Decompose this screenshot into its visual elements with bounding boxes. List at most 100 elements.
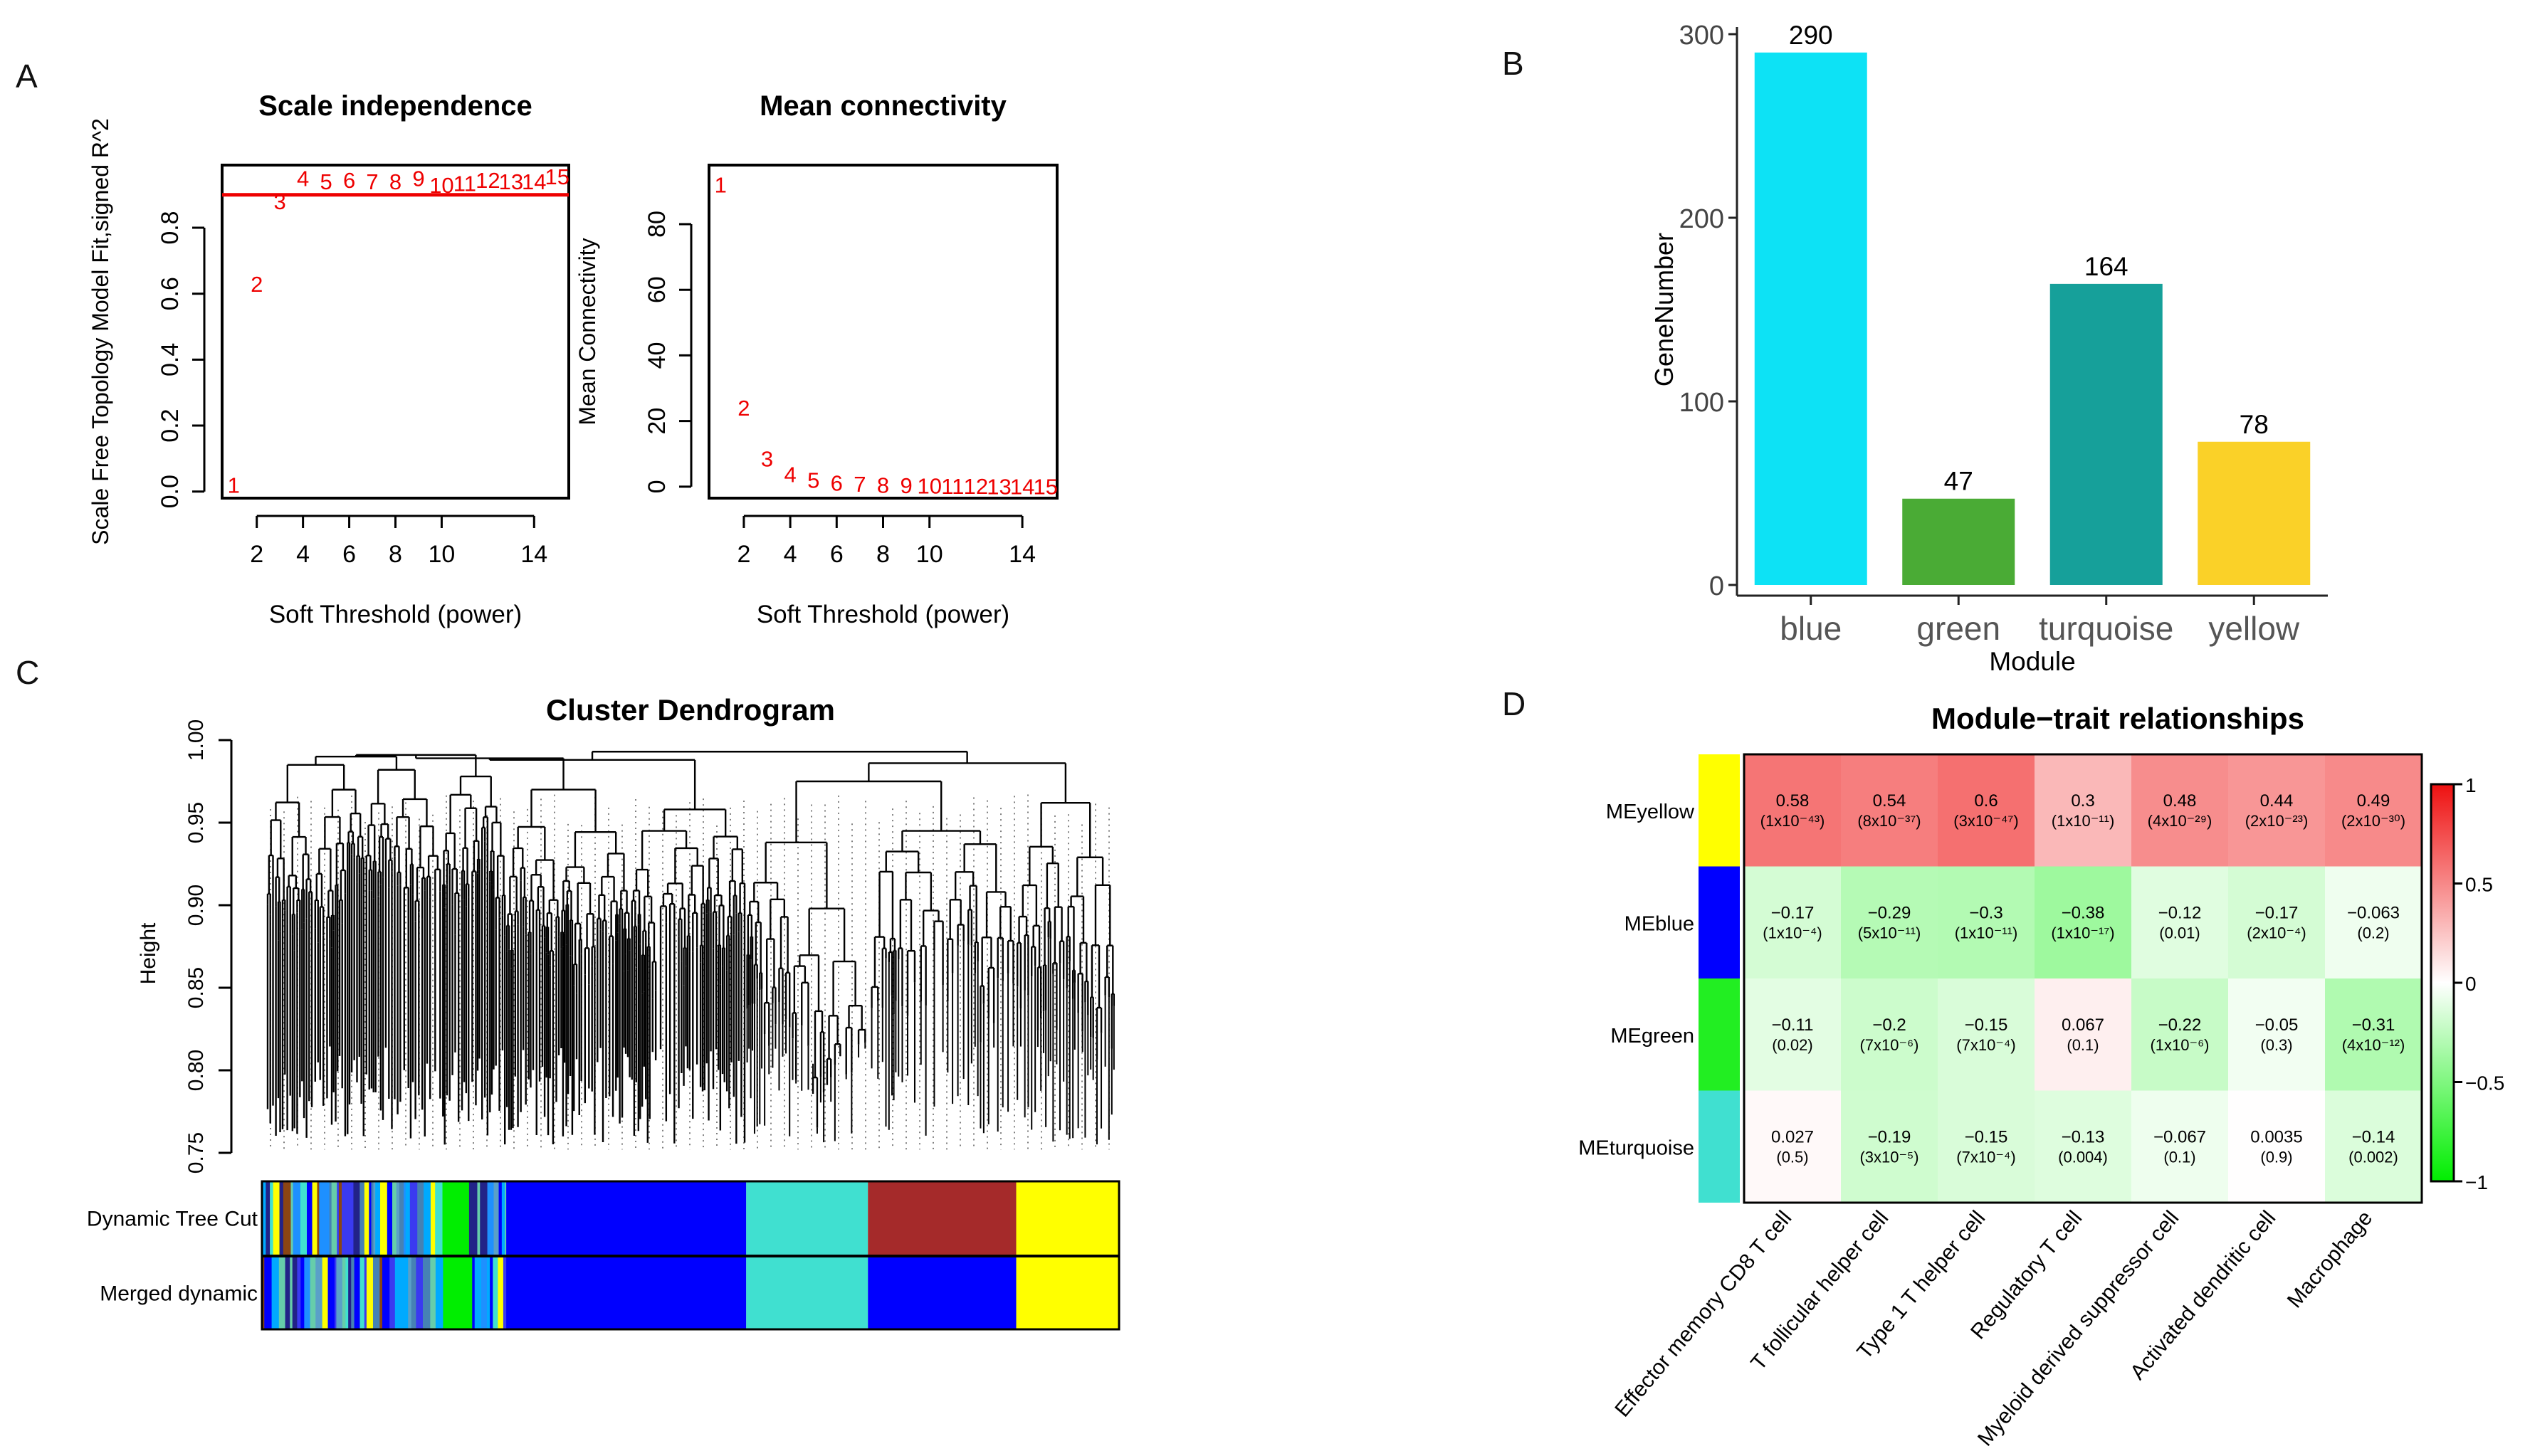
p-value: (4x10⁻¹²) xyxy=(2342,1036,2405,1054)
color-scale-bar xyxy=(2430,783,2455,1183)
module-color-stripe xyxy=(387,1181,393,1255)
heatmap-cell xyxy=(1744,754,1842,867)
power-point-label: 4 xyxy=(784,462,796,487)
module-color-swatch xyxy=(1699,1090,1740,1203)
correlation-value: −0.38 xyxy=(2062,903,2105,922)
column-label: Macrophage xyxy=(2283,1206,2377,1312)
correlation-value: −0.05 xyxy=(2255,1015,2299,1035)
module-color-stripe xyxy=(450,1256,453,1329)
row-label: MEgreen xyxy=(1610,1025,1694,1048)
module-color-block xyxy=(1016,1256,1119,1329)
power-point-label: 12 xyxy=(476,168,500,193)
x-tick-label: 8 xyxy=(876,541,890,568)
module-color-stripe xyxy=(430,1181,436,1255)
module-color-stripe xyxy=(319,1181,325,1255)
module-color-stripe xyxy=(487,1181,495,1255)
module-color-stripe xyxy=(300,1181,308,1255)
module-color-stripe xyxy=(325,1181,330,1255)
correlation-value: 0.49 xyxy=(2357,791,2390,811)
y-tick-label: 80 xyxy=(644,211,671,238)
module-color-block xyxy=(746,1256,868,1329)
heatmap-frame xyxy=(1743,753,2423,1204)
y-tick-label: 0.2 xyxy=(157,408,184,442)
power-point-label: 6 xyxy=(831,470,843,495)
scale-tick-label: −1 xyxy=(2465,1171,2488,1193)
correlation-value: −0.11 xyxy=(1772,1015,1814,1035)
heatmap-cell xyxy=(2035,754,2132,867)
module-color-stripe xyxy=(403,1181,406,1255)
heatmap-cell xyxy=(2035,866,2132,979)
y-tick-label: 200 xyxy=(1679,204,1724,234)
module-color-block xyxy=(868,1256,1017,1329)
module-color-stripe xyxy=(467,1256,473,1329)
p-value: (8x10⁻³⁷) xyxy=(1857,812,1921,830)
module-color-block xyxy=(506,1181,747,1255)
heatmap-cell xyxy=(2035,1090,2132,1203)
p-value: (0.9) xyxy=(2260,1148,2292,1166)
module-color-stripe xyxy=(456,1181,461,1255)
module-color-stripe xyxy=(389,1256,396,1329)
correlation-value: −0.12 xyxy=(2158,903,2202,922)
x-axis-label: Soft Threshold (power) xyxy=(269,601,522,628)
row-label: MEturquoise xyxy=(1578,1136,1694,1159)
x-axis-label: Soft Threshold (power) xyxy=(757,601,1009,628)
cluster-dendrogram-plot: Cluster Dendrogram 0.75 0.80 0.85 0.90 0.95 1.… xyxy=(87,693,1120,1331)
module-color-stripe xyxy=(278,1256,286,1329)
module-color-stripe xyxy=(382,1256,390,1329)
module-color-stripe xyxy=(493,1256,498,1329)
correlation-value: −0.22 xyxy=(2158,1015,2202,1035)
color-row-label: Dynamic Tree Cut xyxy=(87,1208,258,1231)
correlation-value: −0.19 xyxy=(1868,1127,1911,1146)
module-color-stripe xyxy=(411,1256,416,1329)
module-color-stripe xyxy=(452,1256,456,1329)
heatmap-cell xyxy=(2228,866,2326,979)
module-color-stripe xyxy=(262,1256,265,1329)
module-color-stripe xyxy=(312,1181,318,1255)
module-color-stripe xyxy=(264,1256,273,1329)
module-color-stripe xyxy=(442,1181,450,1255)
scale-tick-label: 0.5 xyxy=(2465,874,2493,896)
power-point-label: 14 xyxy=(1010,474,1034,499)
module-color-stripe xyxy=(459,1181,463,1255)
power-point-label: 4 xyxy=(297,167,309,191)
plot-frame xyxy=(708,164,1059,500)
power-point-label: 9 xyxy=(900,473,912,498)
p-value: (1x10⁻¹¹) xyxy=(2052,812,2115,830)
module-color-stripe xyxy=(503,1256,507,1329)
module-color-stripe xyxy=(394,1256,402,1329)
module-color-stripe xyxy=(351,1256,355,1329)
power-point-label: 11 xyxy=(453,171,476,196)
scale-tick-label: 0 xyxy=(2465,973,2477,995)
x-tick-label: 10 xyxy=(429,541,456,568)
module-color-stripe xyxy=(300,1256,305,1329)
module-color-stripe xyxy=(472,1256,476,1329)
correlation-value: −0.3 xyxy=(1969,903,2002,922)
y-axis-label: Height xyxy=(137,922,160,984)
x-tick-label: green xyxy=(1916,610,2000,647)
module-color-stripe xyxy=(337,1181,340,1255)
bar-value-label: 78 xyxy=(2240,410,2269,439)
heatmap-cell xyxy=(2228,978,2326,1091)
scale-independence-plot: Scale independence Soft Threshold (power)… xyxy=(88,90,570,628)
heatmap-cell xyxy=(2228,1090,2326,1203)
module-color-stripe xyxy=(359,1181,365,1255)
plot-title: Mean connectivity xyxy=(760,90,1007,122)
scale-tick-label: −0.5 xyxy=(2465,1072,2504,1094)
correlation-value: −0.067 xyxy=(2153,1127,2206,1146)
power-point-label: 8 xyxy=(877,473,889,498)
module-color-stripe xyxy=(273,1181,280,1255)
p-value: (4x10⁻²⁹) xyxy=(2148,812,2212,830)
p-value: (1x10⁻⁴) xyxy=(1763,924,1822,941)
heatmap-cell xyxy=(1841,754,1938,867)
module-color-stripe xyxy=(364,1256,367,1329)
module-color-stripe xyxy=(490,1256,493,1329)
module-color-stripe xyxy=(285,1256,290,1329)
module-color-swatch xyxy=(1699,978,1740,1091)
gene-number-bar-chart: 0 100 200 300 GeneNumber 290 blue 47 green 164 tur… xyxy=(1649,21,2328,676)
module-color-stripe xyxy=(463,1256,468,1329)
correlation-value: 0.027 xyxy=(1771,1127,1814,1146)
p-value: (0.2) xyxy=(2357,924,2389,941)
module-color-stripe xyxy=(359,1256,365,1329)
correlation-value: 0.44 xyxy=(2260,791,2294,811)
